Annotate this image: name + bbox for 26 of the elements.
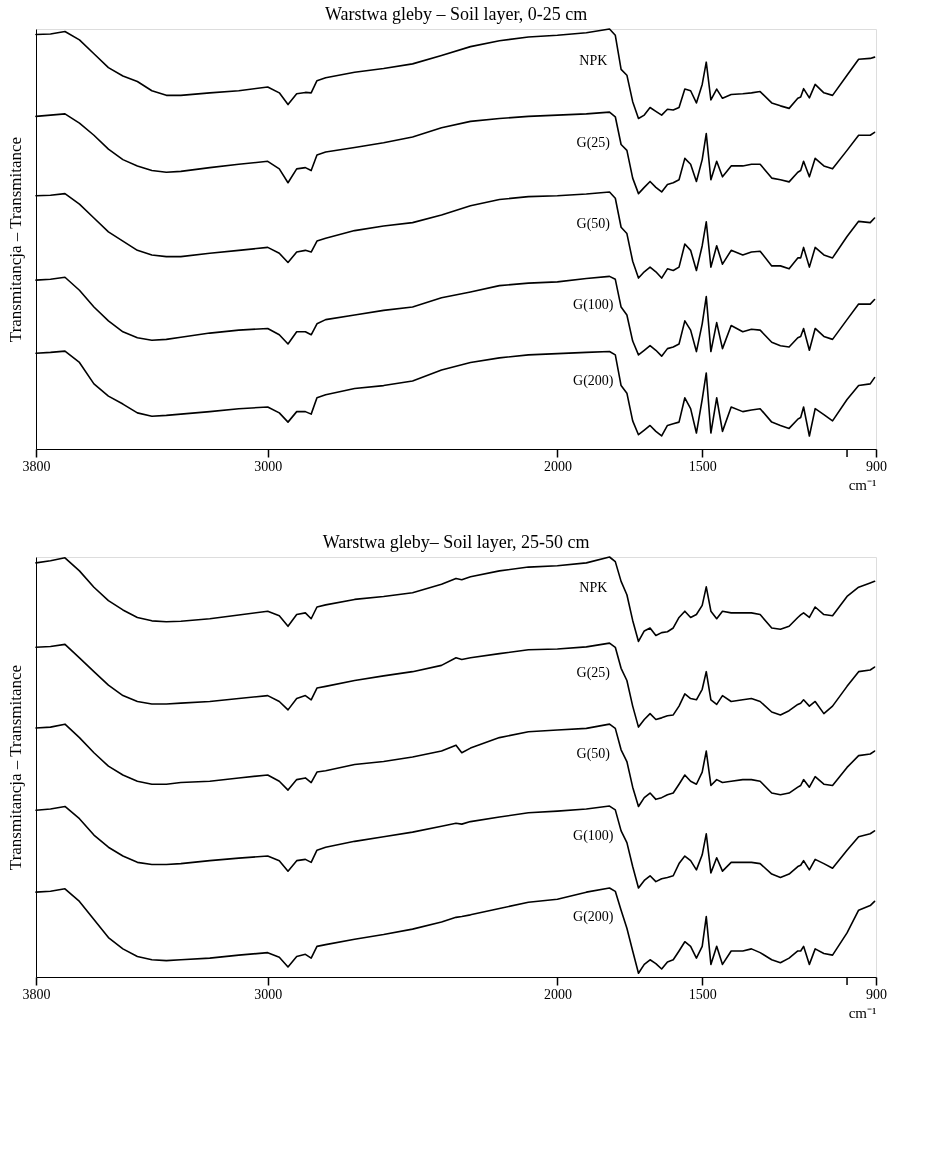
- x-axis-title: cm⁻¹: [848, 476, 877, 493]
- series-label: G(50): [576, 746, 611, 763]
- series-label: G(100): [573, 827, 614, 844]
- series-label: G(100): [573, 297, 614, 314]
- series-label: NPK: [579, 579, 608, 595]
- x-tick-label: 900: [866, 986, 887, 1002]
- x-tick-label: 2000: [543, 458, 572, 474]
- x-tick-label: 2000: [543, 986, 572, 1002]
- series-label: NPK: [579, 53, 608, 69]
- x-tick-label: 900: [866, 458, 887, 474]
- x-tick-label: 3800: [22, 986, 51, 1002]
- x-tick-label: 1500: [688, 458, 717, 474]
- x-tick-label: 3000: [254, 458, 283, 474]
- x-axis-title: cm⁻¹: [848, 1004, 877, 1021]
- x-tick-label: 3000: [254, 986, 283, 1002]
- series-label: G(50): [576, 216, 611, 233]
- series-label: G(25): [576, 665, 611, 682]
- y-axis-title: Transmitancja – Transmitance: [5, 664, 25, 871]
- y-axis-title: Transmitancja – Transmitance: [5, 136, 25, 343]
- chart-title: Warstwa gleby – Soil layer, 0-25 cm: [324, 4, 588, 25]
- x-tick-label: 3800: [22, 458, 51, 474]
- series-label: G(200): [573, 909, 614, 926]
- chart-title: Warstwa gleby– Soil layer, 25-50 cm: [322, 532, 590, 553]
- x-tick-label: 1500: [688, 986, 717, 1002]
- series-label: G(25): [576, 134, 611, 151]
- series-label: G(200): [573, 372, 614, 389]
